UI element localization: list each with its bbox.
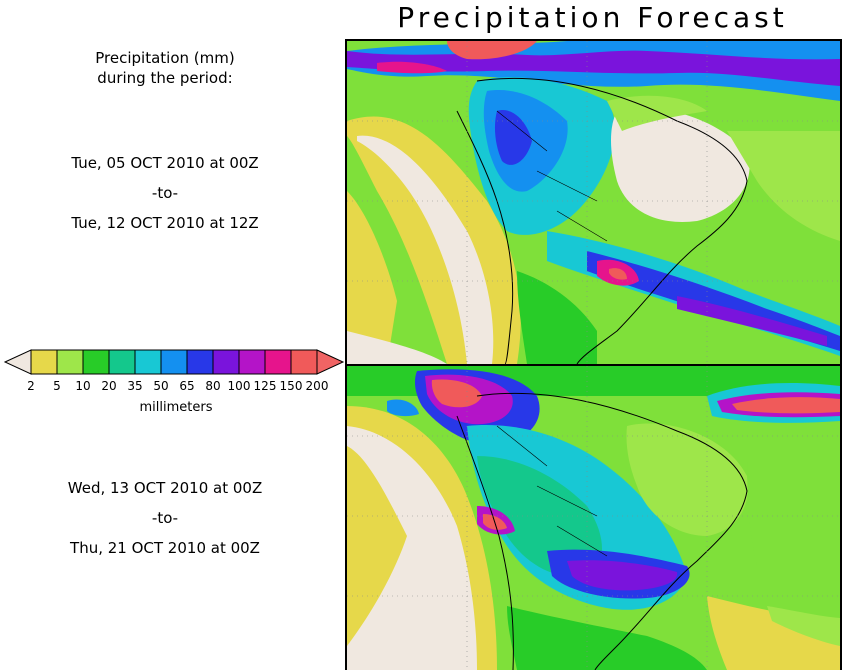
legend-swatch [108,349,136,375]
legend-tick-label: 35 [127,379,142,393]
period-2-separator: -to- [151,509,179,527]
period-2-label: Wed, 13 OCT 2010 at 00Z -to- Thu, 21 OCT… [0,473,330,563]
legend-tick-label: 200 [306,379,329,393]
legend-swatch [30,349,58,375]
precipitation-caption: Precipitation (mm) during the period: [0,48,330,88]
legend-swatch [264,349,292,375]
period-1-end: Tue, 12 OCT 2010 at 12Z [71,214,259,232]
period-1-label: Tue, 05 OCT 2010 at 00Z -to- Tue, 12 OCT… [0,148,330,238]
legend-tick-label: 50 [153,379,168,393]
precipitation-map-2 [347,366,840,670]
period-2-end: Thu, 21 OCT 2010 at 00Z [70,539,260,557]
legend-swatch [212,349,240,375]
legend-tick-label: 80 [205,379,220,393]
page-title: Precipitation Forecast [397,1,788,34]
caption-line-1: Precipitation (mm) [95,49,235,67]
legend-tick-labels: 2 5 10 20 35 50 65 80 100 125 150 200 [27,379,328,393]
legend-swatch [238,349,266,375]
legend-tick-label: 125 [254,379,277,393]
color-legend: 2 5 10 20 35 50 65 80 100 125 150 200 millimeters [3,349,345,415]
legend-color-bar [3,349,345,375]
legend-tick-label: 10 [75,379,90,393]
legend-swatch [56,349,84,375]
map-period-2 [345,364,842,670]
legend-swatch [134,349,162,375]
legend-tick-label: 65 [179,379,194,393]
legend-swatch [290,349,318,375]
legend-swatch [186,349,214,375]
legend-unit-label: millimeters [140,400,213,415]
legend-swatch [160,349,188,375]
caption-line-2: during the period: [97,69,233,87]
map-period-1 [345,39,842,366]
legend-tick-label: 2 [27,379,35,393]
legend-arrow-high [316,349,345,375]
legend-swatch [82,349,110,375]
period-2-start: Wed, 13 OCT 2010 at 00Z [67,479,263,497]
legend-tick-label: 20 [101,379,116,393]
period-1-separator: -to- [151,184,179,202]
precipitation-map-1 [347,41,840,364]
period-1-start: Tue, 05 OCT 2010 at 00Z [71,154,259,172]
legend-tick-label: 150 [280,379,303,393]
legend-tick-label: 5 [53,379,61,393]
legend-arrow-low [3,349,32,375]
legend-tick-label: 100 [228,379,251,393]
